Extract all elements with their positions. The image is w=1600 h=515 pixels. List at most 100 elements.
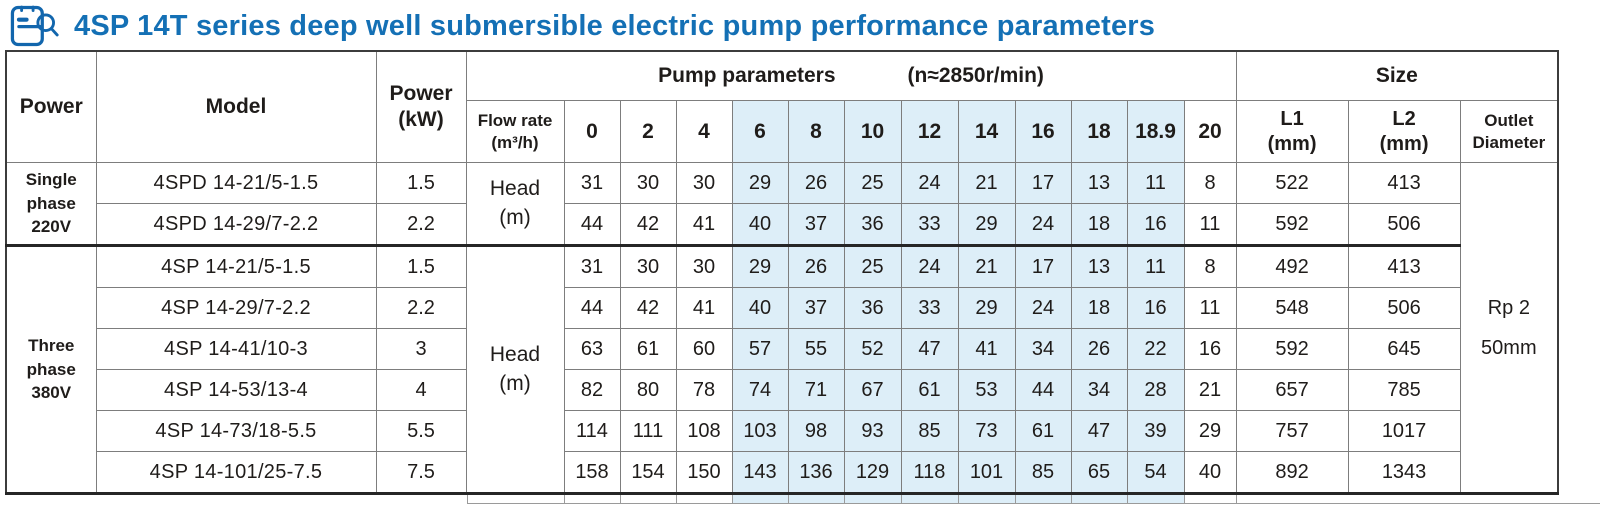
model-cell: 4SP 14-29/7-2.2 [95, 287, 377, 329]
power-kw-cell: 3 [375, 328, 467, 370]
outlet-diameter-cell: Rp 2 50mm [1459, 162, 1559, 494]
head-value: 24 [900, 162, 959, 204]
head-value: 61 [619, 328, 677, 370]
head-value: 11 [1183, 203, 1237, 246]
head-value: 67 [843, 369, 902, 411]
col-header-model: Model [95, 50, 377, 163]
head-value: 53 [957, 369, 1016, 411]
head-value: 40 [731, 287, 789, 329]
head-value: 111 [619, 410, 677, 452]
flow-col-18-9: 18.9 [1126, 100, 1185, 163]
head-value: 85 [900, 410, 959, 452]
head-value: 21 [957, 244, 1016, 288]
model-cell: 4SPD 14-29/7-2.2 [95, 203, 377, 246]
head-value: 41 [675, 287, 733, 329]
head-value: 61 [1014, 410, 1072, 452]
model-cell: 4SP 14-73/18-5.5 [95, 410, 377, 452]
head-value: 17 [1014, 244, 1072, 288]
l2-cell: 506 [1347, 203, 1461, 246]
model-cell: 4SP 14-41/10-3 [95, 328, 377, 370]
head-value: 82 [563, 369, 621, 411]
head-value: 25 [843, 162, 902, 204]
head-value: 37 [787, 287, 845, 329]
head-value: 16 [1126, 287, 1185, 329]
head-value: 24 [1014, 203, 1072, 246]
flow-col-14: 14 [957, 100, 1016, 163]
col-header-flow-rate: Flow rate (m³/h) [465, 100, 565, 163]
head-value: 11 [1126, 244, 1185, 288]
head-value: 40 [1183, 451, 1237, 494]
head-value: 57 [731, 328, 789, 370]
head-value: 11 [1183, 287, 1237, 329]
head-value: 150 [675, 451, 733, 494]
head-unit-cell: Head (m) [465, 244, 565, 494]
head-value: 16 [1183, 328, 1237, 370]
group-header-pump-parameters: Pump parameters (n≈2850r/min) [465, 50, 1237, 101]
head-value: 11 [1126, 162, 1185, 204]
power-group-three-phase: Three phase 380V [5, 244, 97, 494]
col-header-outlet: Outlet Diameter [1459, 100, 1559, 163]
power-kw-cell: 7.5 [375, 451, 467, 494]
head-value: 26 [787, 244, 845, 288]
table-continuation-strip [467, 495, 1600, 504]
pump-parameters-label: Pump parameters [658, 64, 836, 87]
head-value: 42 [619, 203, 677, 246]
head-value: 54 [1126, 451, 1185, 494]
head-value: 30 [619, 244, 677, 288]
pump-speed-label: (n≈2850r/min) [907, 64, 1044, 87]
flow-col-0: 0 [563, 100, 621, 163]
continuation-cell [467, 495, 565, 503]
col-header-l2: L2 (mm) [1347, 100, 1461, 163]
head-value: 34 [1014, 328, 1072, 370]
head-value: 73 [957, 410, 1016, 452]
table-row: 4SP 14-73/18-5.5 5.5 114 111 108 103 98 … [6, 410, 1558, 452]
model-cell: 4SP 14-101/25-7.5 [95, 451, 377, 494]
table-row: 4SP 14-41/10-3 3 63 61 60 57 55 52 47 41… [6, 328, 1558, 370]
head-value: 30 [619, 162, 677, 204]
col-header-power: Power [5, 50, 97, 163]
l1-cell: 592 [1235, 203, 1349, 246]
power-kw-cell: 4 [375, 369, 467, 411]
head-value: 108 [675, 410, 733, 452]
head-value: 36 [843, 203, 902, 246]
power-kw-cell: 1.5 [375, 162, 467, 204]
head-value: 143 [731, 451, 789, 494]
continuation-cell [789, 495, 845, 503]
l2-cell: 1017 [1347, 410, 1461, 452]
head-value: 44 [563, 287, 621, 329]
head-value: 26 [1070, 328, 1128, 370]
head-value: 71 [787, 369, 845, 411]
l1-cell: 548 [1235, 287, 1349, 329]
head-value: 31 [563, 162, 621, 204]
head-value: 80 [619, 369, 677, 411]
head-unit-cell: Head (m) [465, 162, 565, 246]
head-value: 29 [1183, 410, 1237, 452]
head-value: 39 [1126, 410, 1185, 452]
head-value: 154 [619, 451, 677, 494]
head-value: 103 [731, 410, 789, 452]
head-value: 78 [675, 369, 733, 411]
head-value: 93 [843, 410, 902, 452]
l1-cell: 592 [1235, 328, 1349, 370]
head-value: 21 [1183, 369, 1237, 411]
head-value: 40 [731, 203, 789, 246]
model-cell: 4SP 14-53/13-4 [95, 369, 377, 411]
title-bar: 4SP 14T series deep well submersible ele… [0, 0, 1600, 50]
head-value: 24 [1014, 287, 1072, 329]
l2-cell: 645 [1347, 328, 1461, 370]
head-value: 8 [1183, 162, 1237, 204]
head-value: 18 [1070, 287, 1128, 329]
head-value: 136 [787, 451, 845, 494]
head-value: 65 [1070, 451, 1128, 494]
head-value: 26 [787, 162, 845, 204]
flow-col-20: 20 [1183, 100, 1237, 163]
flow-col-16: 16 [1014, 100, 1072, 163]
continuation-cell [733, 495, 789, 503]
power-kw-cell: 1.5 [375, 244, 467, 288]
l2-cell: 785 [1347, 369, 1461, 411]
continuation-cell [902, 495, 959, 503]
flow-col-8: 8 [787, 100, 845, 163]
head-value: 158 [563, 451, 621, 494]
continuation-cell [959, 495, 1016, 503]
head-value: 29 [957, 203, 1016, 246]
